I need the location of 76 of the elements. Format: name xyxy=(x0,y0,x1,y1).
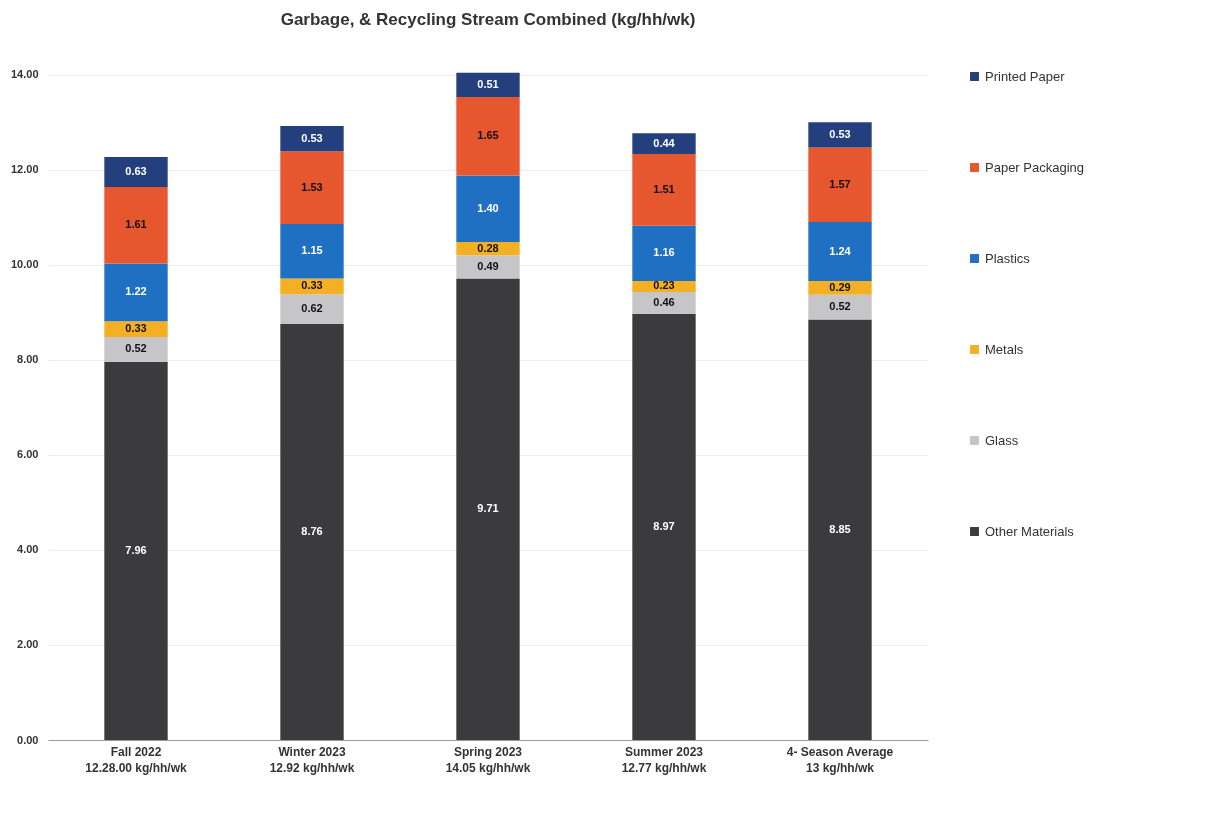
bar xyxy=(104,156,168,187)
data-label: 0.53 xyxy=(829,127,851,140)
x-tick-label: 4- Season Average 13 kg/hh/wk xyxy=(786,744,894,775)
chart-title: Garbage, & Recycling Stream Combined (kg/hh/wk) xyxy=(280,9,696,29)
data-label: 1.16 xyxy=(653,246,675,259)
data-label: 8.97 xyxy=(653,519,675,532)
bar xyxy=(104,321,168,338)
legend-label: Glass xyxy=(985,432,1019,448)
data-label: 0.49 xyxy=(477,259,499,272)
data-label: 0.29 xyxy=(829,280,851,293)
data-label: 7.96 xyxy=(125,543,147,556)
bar xyxy=(104,263,168,322)
legend-label: Plastics xyxy=(985,250,1031,266)
bar xyxy=(104,337,168,362)
data-label: 0.23 xyxy=(653,279,675,292)
bar xyxy=(280,294,344,324)
bar xyxy=(632,133,696,155)
bar xyxy=(456,278,520,740)
bar xyxy=(632,291,696,314)
bar xyxy=(632,313,696,740)
bar xyxy=(808,122,872,148)
x-tick-label: Spring 2023 14.05 kg/hh/wk xyxy=(445,744,531,775)
x-tick-label: Winter 2023 12.92 kg/hh/wk xyxy=(269,744,355,775)
data-label: 0.53 xyxy=(301,131,323,144)
data-label: 1.61 xyxy=(125,218,147,231)
legend-label: Metals xyxy=(985,341,1024,357)
data-label: 0.33 xyxy=(125,322,147,335)
bar xyxy=(808,147,872,223)
y-tick-label: 0.00 xyxy=(17,733,39,746)
data-label: 1.22 xyxy=(125,285,147,298)
x-tick-label: Fall 2022 12.28.00 kg/hh/wk xyxy=(85,744,188,775)
bar xyxy=(280,151,344,224)
bar xyxy=(280,126,344,152)
y-tick-label: 2.00 xyxy=(17,638,39,651)
data-label: 0.62 xyxy=(301,302,323,315)
bar xyxy=(280,223,344,279)
x-tick-label: Summer 2023 12.77 kg/hh/wk xyxy=(621,744,707,775)
data-label: 0.33 xyxy=(301,279,323,292)
y-tick-label: 14.00 xyxy=(10,68,39,81)
data-label: 1.40 xyxy=(477,201,499,214)
data-label: 0.28 xyxy=(477,241,499,254)
legend-label: Other Materials xyxy=(985,523,1075,539)
bar xyxy=(808,222,872,281)
legend-label: Paper Packaging xyxy=(985,159,1085,175)
bar xyxy=(808,294,872,320)
bar xyxy=(632,225,696,281)
data-label: 8.76 xyxy=(301,524,323,537)
data-label: 0.52 xyxy=(829,300,851,313)
data-label: 9.71 xyxy=(477,502,499,515)
bar xyxy=(104,186,168,264)
y-tick-label: 4.00 xyxy=(17,543,39,556)
bar xyxy=(456,255,520,279)
bar xyxy=(456,97,520,176)
bar xyxy=(280,323,344,740)
data-label: 1.51 xyxy=(653,182,675,195)
data-label: 0.63 xyxy=(125,164,147,177)
data-label: 0.51 xyxy=(477,77,499,90)
data-label: 0.44 xyxy=(653,136,676,149)
bar xyxy=(456,72,520,98)
data-label: 1.53 xyxy=(301,180,323,193)
bar xyxy=(456,175,520,243)
bar xyxy=(632,154,696,226)
bar xyxy=(808,319,872,740)
legend-label: Printed Paper xyxy=(985,68,1066,84)
data-label: 1.65 xyxy=(477,129,499,142)
y-tick-label: 8.00 xyxy=(17,353,39,366)
y-tick-label: 6.00 xyxy=(17,448,39,461)
data-label: 1.24 xyxy=(829,244,852,257)
data-label: 0.52 xyxy=(125,342,147,355)
data-label: 8.85 xyxy=(829,522,851,535)
bar xyxy=(104,361,168,740)
data-label: 1.15 xyxy=(301,244,323,257)
y-tick-label: 12.00 xyxy=(10,163,39,176)
data-label: 1.57 xyxy=(829,177,851,190)
y-tick-label: 10.00 xyxy=(10,258,39,271)
data-label: 0.46 xyxy=(653,295,675,308)
